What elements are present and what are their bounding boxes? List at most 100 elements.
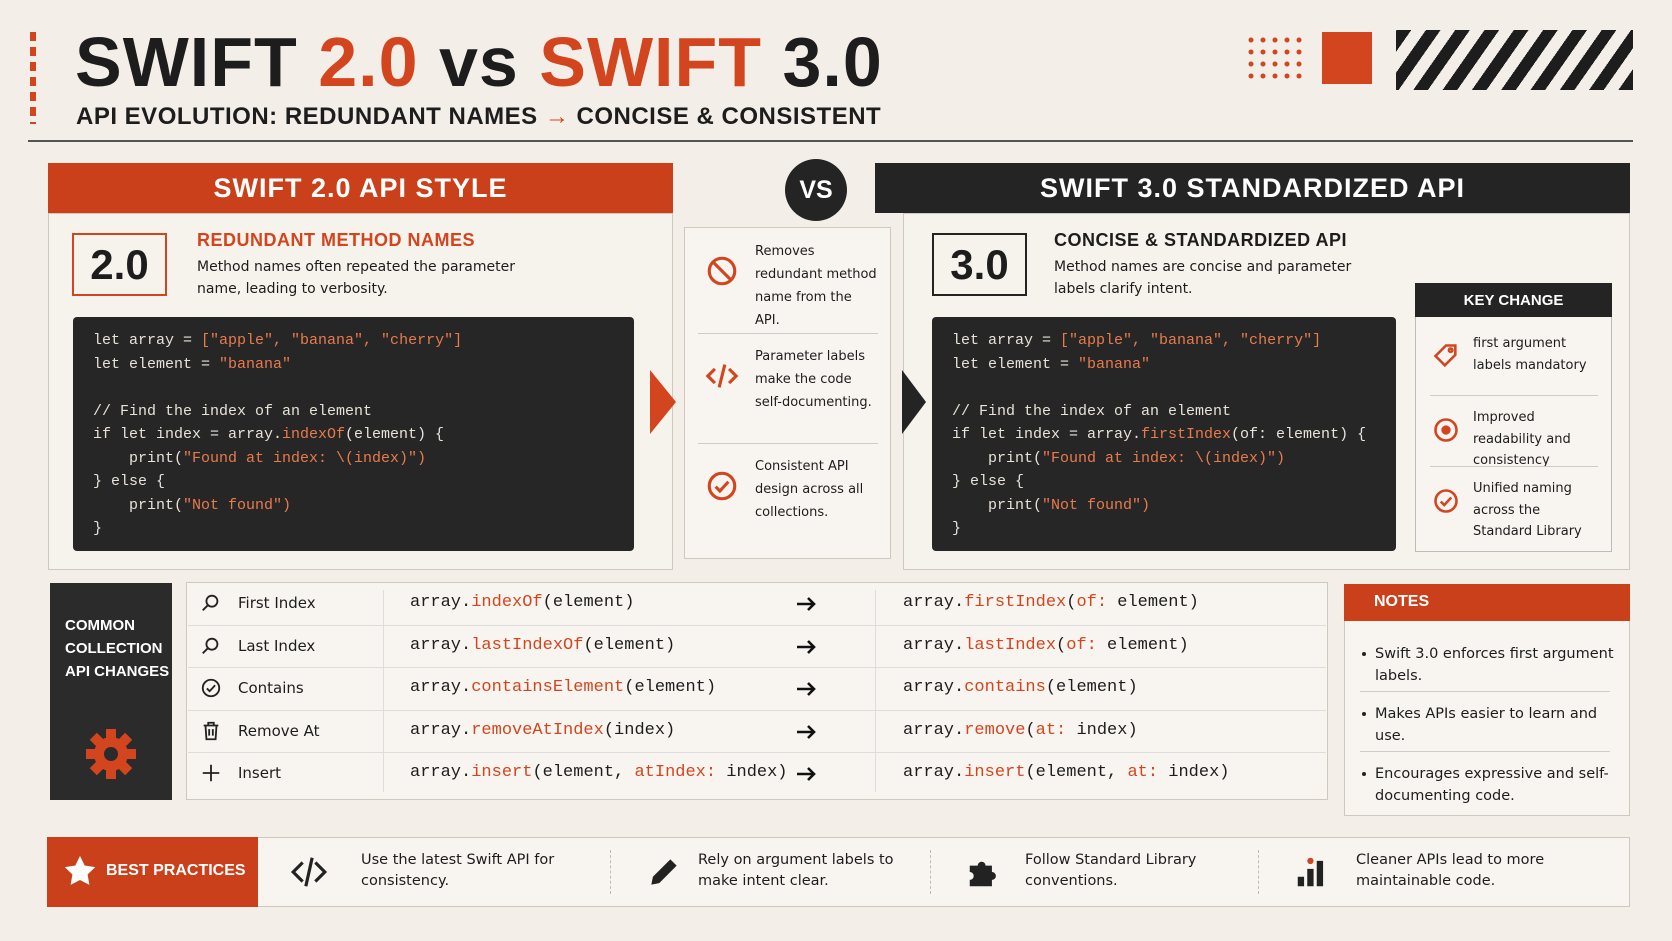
new-api: array.contains(element) [903,678,1138,697]
code-line: print("Not found") [952,494,1376,518]
badge: 2.0 [72,233,167,296]
segment: insert [964,763,1026,782]
segment: // Find the index of an element [93,402,373,420]
segment: array. [410,593,472,612]
code-line [952,376,1376,400]
notes-box [1344,584,1630,816]
note: Makes APIs easier to learn and use. [1375,706,1598,744]
segment: array. [410,678,472,697]
divider [610,850,611,894]
segment: API EVOLUTION: REDUNDANT NAMES [76,103,545,130]
code-line: // Find the index of an element [93,400,614,424]
icon [1434,489,1458,513]
key-change-item: first argument labels mandatory [1473,336,1587,373]
segment: "banana" [1078,355,1151,373]
segment: vs [418,23,540,101]
segment: print( [93,449,184,467]
segment: removeAtIndex [471,720,604,740]
row-divider [188,667,1326,668]
segment: (element, [532,763,635,782]
middle-text: Parameter labels make the code self-docu… [755,349,872,410]
arrow [650,370,676,434]
code-line: } else { [952,470,1376,494]
divider [1258,850,1259,894]
icon [797,682,816,696]
segment: firstIndex [1141,426,1232,443]
square [1322,32,1372,84]
segment: element) [1096,635,1189,655]
segment: print( [952,449,1043,467]
badge: 3.0 [932,233,1027,296]
segment: } else { [952,473,1025,490]
stripes [1396,30,1633,90]
code-line: if let index = array.firstIndex(of: elem… [952,423,1376,447]
segment: element) [1107,593,1199,612]
note: Swift 3.0 enforces first argument labels… [1375,646,1614,684]
divider [698,333,878,334]
segment: indexOf [471,593,543,612]
code-line: } else { [93,470,614,494]
icon [290,857,328,887]
segment: (element) [1045,678,1138,697]
segment: "Found at index: \(index)") [1042,449,1286,467]
segment: } else { [93,473,166,490]
divider [930,850,931,894]
segment: SWIFT [539,23,783,101]
icon [797,597,816,611]
accent-bar [30,32,36,124]
divider [1430,466,1598,467]
segment: (element) [542,593,635,612]
icon [651,859,677,885]
segment: } [952,520,962,537]
icon [797,724,816,739]
old-api: array.containsElement(element) [410,678,716,697]
segment: if let index = array. [952,426,1142,443]
segment: array. [903,593,965,612]
dots [1245,34,1305,82]
title: SWIFT 2.0 vs SWIFT 3.0 [75,22,883,102]
row-divider [188,752,1326,753]
icon [202,764,220,782]
middle-text: Removes redundant method name from the A… [755,244,877,328]
row-name: Remove At [238,721,320,740]
segment: (element) [583,635,676,655]
icon [797,639,816,654]
segment: print( [93,496,184,514]
segment: "Found at index: \(index)") [183,449,427,467]
new-api: array.lastIndex(of: element) [903,636,1189,655]
segment: } [93,520,103,537]
segment: if let index = array. [93,426,283,443]
key-change-box [1415,283,1612,552]
segment: containsElement [471,678,625,697]
segment: remove [964,720,1026,740]
segment: print( [952,496,1043,514]
gear-icon [86,729,136,779]
divider [383,590,384,792]
segment: (index) [603,720,676,740]
segment: array. [903,763,965,782]
segment: index) [716,763,788,782]
segment: array. [410,635,472,655]
segment: insert [471,763,533,782]
best-practices-title: BEST PRACTICES [106,862,246,879]
best-practices-bar [47,837,1630,907]
row-name: Last Index [238,636,316,655]
best-practice: Use the latest Swift API for consistency… [361,852,555,889]
key-change-item: Unified naming across the Standard Libra… [1473,481,1582,539]
divider [1360,751,1610,752]
divider [1430,395,1598,396]
segment: index) [1158,763,1230,782]
key-change-item: Improved readability and consistency [1473,410,1571,468]
segment: CONCISE & CONSISTENT [569,103,882,130]
new-api: array.insert(element, at: index) [903,763,1230,782]
vs-badge: VS [785,159,847,221]
best-practice: Cleaner APIs lead to more maintainable c… [1356,852,1545,889]
segment: let element = [93,355,220,373]
segment: "Not found") [183,496,292,514]
segment: (element) [624,678,717,697]
row-divider [188,709,1326,711]
icon [707,471,737,501]
segment: indexOf [282,426,346,443]
old-api: array.indexOf(element) [410,593,634,612]
segment: index) [1066,720,1138,740]
